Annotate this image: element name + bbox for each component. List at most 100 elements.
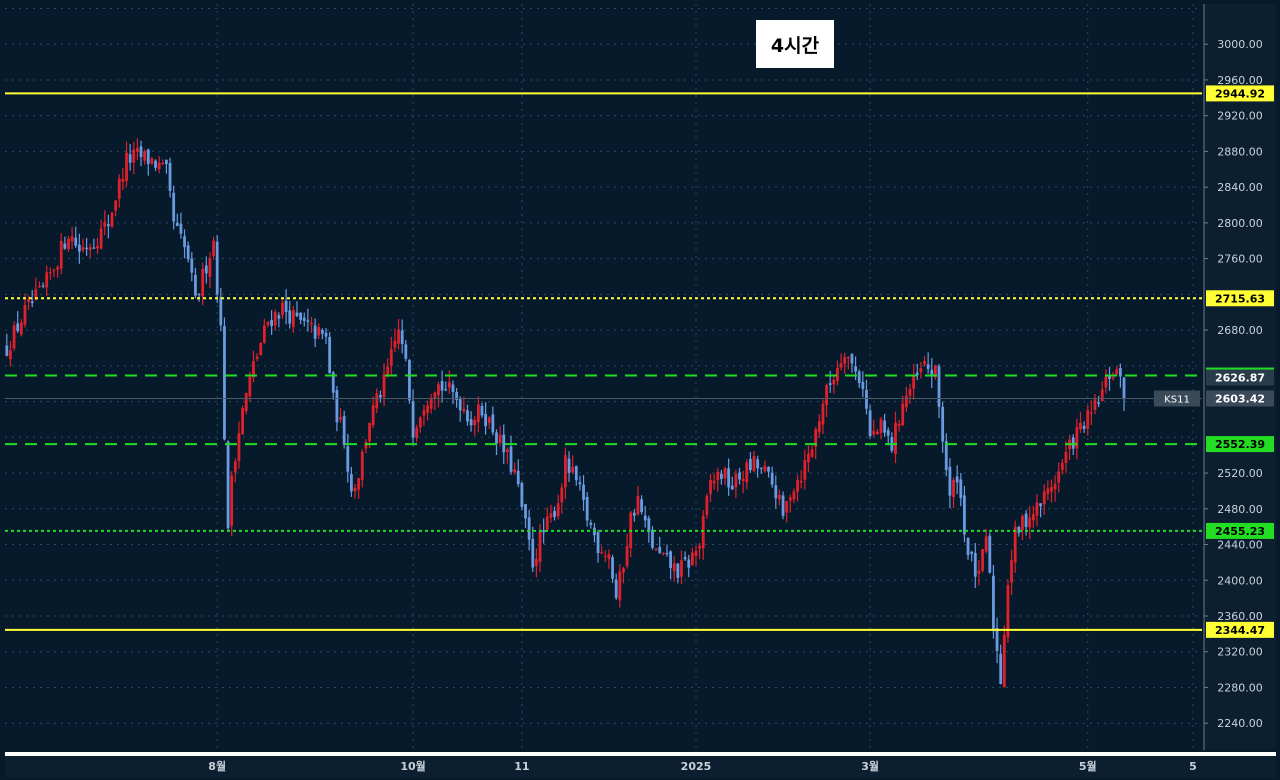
candle-down bbox=[480, 406, 484, 416]
candle-up bbox=[132, 149, 136, 163]
candle-down bbox=[451, 384, 455, 392]
y-tick-label: 2400.00 bbox=[1217, 574, 1263, 587]
candle-down bbox=[915, 372, 919, 376]
candle-down bbox=[995, 627, 999, 652]
candle-up bbox=[259, 342, 263, 356]
candle-up bbox=[803, 460, 807, 480]
candle-down bbox=[926, 364, 930, 369]
candle-up bbox=[1031, 514, 1035, 521]
candle-up bbox=[418, 417, 422, 428]
candle-down bbox=[585, 496, 589, 521]
candle-up bbox=[1111, 377, 1115, 379]
candle-up bbox=[701, 515, 705, 549]
y-tick-label: 2800.00 bbox=[1217, 217, 1263, 230]
candle-down bbox=[868, 410, 872, 437]
candle-up bbox=[393, 340, 397, 348]
candle-up bbox=[310, 322, 313, 325]
candle-up bbox=[741, 479, 745, 482]
candle-down bbox=[542, 530, 546, 533]
candle-down bbox=[589, 522, 593, 525]
candle-down bbox=[524, 503, 527, 519]
candle-up bbox=[933, 365, 937, 378]
candle-down bbox=[574, 465, 578, 481]
time-axis[interactable] bbox=[5, 756, 1276, 778]
candle-down bbox=[520, 482, 524, 508]
candle-down bbox=[139, 146, 143, 157]
candle-down bbox=[759, 467, 763, 469]
candle-up bbox=[437, 384, 440, 396]
candle-up bbox=[1093, 399, 1097, 410]
candle-up bbox=[564, 455, 567, 488]
candle-down bbox=[658, 547, 662, 553]
candle-up bbox=[422, 409, 426, 416]
candle-up bbox=[237, 433, 241, 462]
candle-down bbox=[955, 476, 959, 483]
candle-up bbox=[817, 421, 821, 433]
candle-up bbox=[375, 393, 379, 409]
candle-down bbox=[379, 395, 382, 398]
candle-up bbox=[386, 366, 390, 375]
candle-down bbox=[719, 473, 723, 479]
candle-up bbox=[357, 478, 361, 490]
y-tick-label: 2920.00 bbox=[1217, 110, 1263, 123]
y-tick-label: 2960.00 bbox=[1217, 74, 1263, 87]
candle-up bbox=[96, 245, 99, 249]
candle-down bbox=[614, 579, 618, 598]
candle-down bbox=[320, 330, 324, 334]
candle-up bbox=[230, 475, 234, 526]
candle-up bbox=[836, 367, 839, 381]
candle-up bbox=[462, 408, 466, 412]
candle-up bbox=[778, 494, 781, 500]
candle-up bbox=[571, 466, 575, 473]
candle-up bbox=[923, 360, 926, 365]
candle-down bbox=[146, 149, 150, 164]
candle-up bbox=[549, 513, 553, 518]
level-label: 2944.92 bbox=[1215, 87, 1265, 100]
candle-up bbox=[88, 247, 92, 250]
candle-down bbox=[886, 430, 890, 436]
level-label: 2715.63 bbox=[1215, 292, 1265, 305]
candle-down bbox=[30, 301, 34, 304]
candle-down bbox=[781, 495, 785, 516]
candle-up bbox=[538, 531, 542, 562]
y-tick-label: 2840.00 bbox=[1217, 181, 1263, 194]
candle-down bbox=[738, 472, 741, 480]
candle-up bbox=[23, 305, 27, 325]
candle-up bbox=[1057, 471, 1061, 483]
candle-down bbox=[941, 406, 945, 442]
candle-down bbox=[215, 241, 219, 295]
candle-down bbox=[331, 372, 335, 393]
candle-up bbox=[371, 405, 375, 426]
candle-down bbox=[749, 458, 752, 470]
y-tick-label: 2240.00 bbox=[1217, 717, 1263, 730]
candle-down bbox=[669, 551, 673, 568]
candle-down bbox=[313, 325, 317, 339]
candle-down bbox=[411, 401, 415, 438]
candle-up bbox=[360, 451, 364, 480]
candle-up bbox=[364, 442, 368, 449]
candle-up bbox=[919, 368, 923, 373]
candle-up bbox=[603, 555, 607, 557]
y-tick-label: 2680.00 bbox=[1217, 324, 1263, 337]
candle-up bbox=[252, 361, 255, 378]
candle-down bbox=[77, 244, 81, 252]
candle-up bbox=[1035, 502, 1039, 516]
candle-down bbox=[404, 344, 408, 359]
candle-down bbox=[458, 398, 462, 411]
candle-up bbox=[788, 497, 792, 501]
candle-up bbox=[1053, 483, 1057, 490]
candle-up bbox=[125, 152, 128, 181]
candle-up bbox=[712, 480, 716, 484]
candle-up bbox=[709, 479, 712, 494]
candle-up bbox=[1060, 463, 1064, 471]
candle-down bbox=[676, 563, 680, 578]
candle-up bbox=[690, 552, 694, 566]
timeframe-badge[interactable]: 4시간 bbox=[756, 20, 834, 68]
candle-up bbox=[291, 310, 295, 327]
candle-down bbox=[1024, 513, 1028, 528]
candle-down bbox=[937, 366, 941, 407]
candle-down bbox=[966, 537, 970, 556]
candle-up bbox=[505, 449, 509, 453]
candle-up bbox=[248, 376, 252, 397]
